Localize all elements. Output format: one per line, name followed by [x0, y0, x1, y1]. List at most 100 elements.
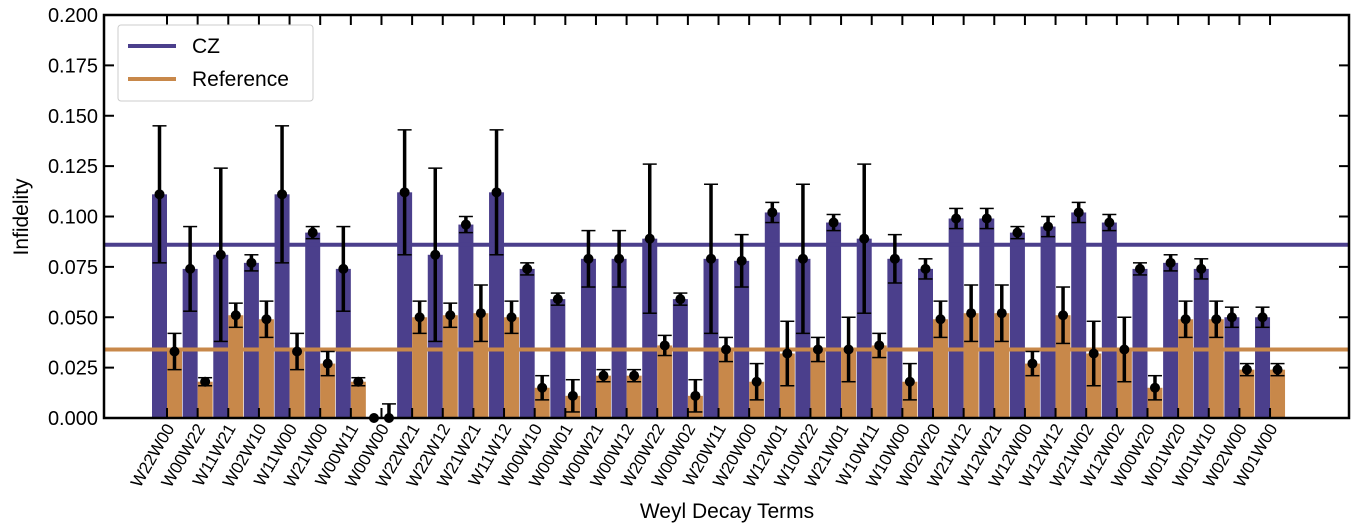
point-reference: [843, 344, 854, 355]
y-tick-label: 0.175: [48, 55, 98, 77]
bar-cz: [1071, 212, 1087, 418]
bar-cz: [243, 262, 259, 418]
point-cz: [1073, 207, 1084, 218]
bar-cz: [489, 192, 505, 418]
point-reference: [506, 312, 517, 323]
bar-reference: [197, 381, 213, 418]
bar-cz: [1040, 226, 1056, 418]
point-reference: [598, 370, 609, 381]
y-tick-label: 0.125: [48, 156, 98, 178]
point-cz: [767, 207, 778, 218]
point-cz: [552, 294, 563, 305]
point-reference: [1149, 382, 1160, 393]
point-reference: [1211, 314, 1222, 325]
point-cz: [491, 187, 502, 198]
bar-cz: [611, 258, 627, 418]
point-cz: [736, 255, 747, 266]
point-reference: [629, 370, 640, 381]
point-cz: [1257, 312, 1268, 323]
point-cz: [338, 263, 349, 274]
bar-reference: [657, 345, 673, 418]
point-reference: [1180, 314, 1191, 325]
legend-label-cz: CZ: [192, 35, 220, 58]
point-cz: [644, 233, 655, 244]
bar-cz: [274, 194, 290, 418]
point-reference: [721, 344, 732, 355]
point-reference: [874, 340, 885, 351]
point-reference: [690, 390, 701, 401]
legend: CZ Reference: [117, 24, 314, 102]
bar-reference: [504, 317, 520, 418]
point-cz: [215, 249, 226, 260]
point-reference: [904, 376, 915, 387]
point-reference: [1058, 310, 1069, 321]
y-tick-label: 0.000: [48, 408, 98, 430]
bar-cz: [918, 268, 933, 418]
point-cz: [154, 189, 165, 200]
y-tick-label: 0.100: [48, 207, 98, 229]
point-cz: [1196, 263, 1207, 274]
bar-cz: [1193, 268, 1209, 418]
point-cz: [1043, 221, 1054, 232]
bar-reference: [1208, 319, 1224, 418]
point-cz: [277, 189, 288, 200]
bar-reference: [412, 317, 428, 418]
point-reference: [200, 376, 211, 387]
bar-cz: [1009, 232, 1025, 418]
bar-cz: [703, 258, 719, 418]
bar-reference: [1270, 369, 1286, 418]
y-tick-label: 0.050: [48, 307, 98, 329]
point-cz: [951, 213, 962, 224]
bar-cz: [580, 258, 596, 418]
bar-reference: [626, 375, 642, 418]
point-reference: [1272, 364, 1283, 375]
point-reference: [537, 382, 548, 393]
bar-reference: [871, 345, 887, 418]
y-tick-label: 0.025: [48, 358, 98, 380]
point-reference: [1088, 348, 1099, 359]
point-cz: [675, 294, 686, 305]
point-cz: [1165, 257, 1176, 268]
bar-cz: [152, 194, 167, 418]
point-reference: [996, 308, 1007, 319]
point-reference: [261, 314, 272, 325]
point-reference: [414, 312, 425, 323]
bar-cz: [764, 212, 780, 418]
point-cz: [1226, 312, 1237, 323]
bar-reference: [258, 319, 274, 418]
bar-reference: [473, 313, 489, 418]
bar-reference: [1055, 315, 1071, 418]
bar-cz: [550, 299, 566, 418]
point-reference: [966, 308, 977, 319]
bar-reference: [841, 349, 857, 418]
y-tick-label: 0.150: [48, 106, 98, 128]
bar-reference: [1116, 349, 1132, 418]
point-cz: [307, 227, 318, 238]
bar-cz: [305, 232, 321, 418]
bar-reference: [933, 319, 948, 418]
bar-reference: [1024, 363, 1040, 418]
point-cz: [889, 253, 900, 264]
point-reference: [475, 308, 486, 319]
y-tick-label: 0.075: [48, 257, 98, 279]
bar-cz: [672, 299, 688, 418]
point-reference: [169, 346, 180, 357]
point-cz: [522, 263, 533, 274]
point-reference: [567, 390, 578, 401]
y-axis-label: Infidelity: [10, 178, 33, 256]
point-reference: [1119, 344, 1130, 355]
point-reference: [445, 310, 456, 321]
point-reference: [292, 346, 303, 357]
point-reference: [322, 358, 333, 369]
bar-reference: [963, 313, 979, 418]
bar-cz: [397, 192, 413, 418]
bar-cz: [795, 258, 811, 418]
point-cz: [430, 249, 441, 260]
point-cz: [185, 263, 196, 274]
bar-cz: [1132, 268, 1148, 418]
bar-reference: [442, 315, 458, 418]
bar-reference: [994, 313, 1010, 418]
point-cz: [1104, 217, 1115, 228]
point-cz: [399, 187, 410, 198]
